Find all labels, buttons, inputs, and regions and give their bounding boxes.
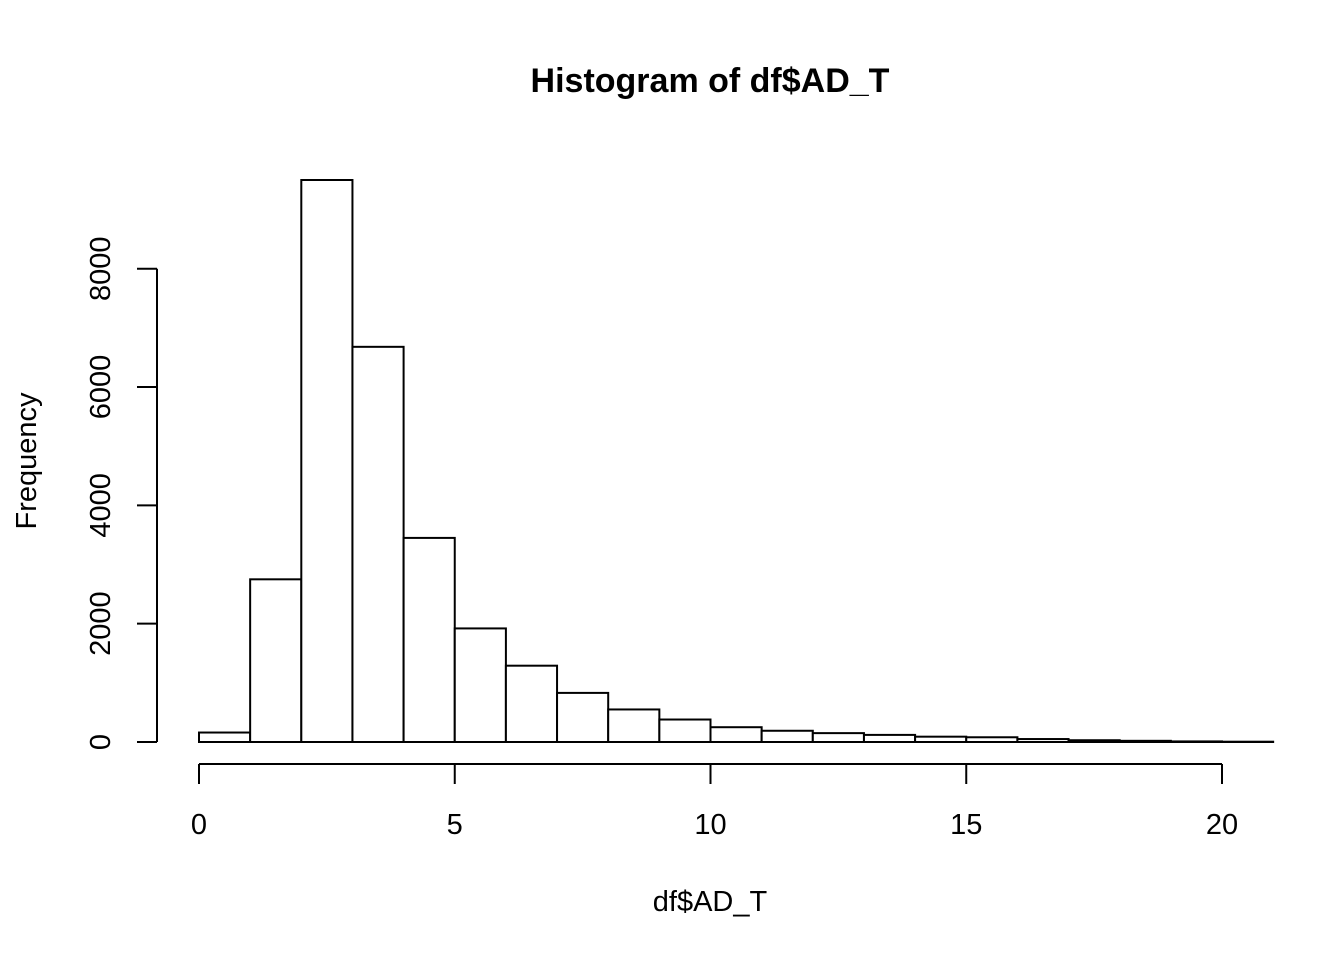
histogram-bar-1 xyxy=(249,578,303,743)
histogram-bar-16 xyxy=(1016,738,1070,743)
histogram-bar-9 xyxy=(658,718,712,744)
histogram-bar-17 xyxy=(1067,739,1121,743)
x-tick-label-3: 15 xyxy=(950,809,982,841)
y-tick-label-0: 0 xyxy=(85,734,117,750)
histogram-bar-0 xyxy=(198,731,252,744)
histogram-bar-5 xyxy=(453,627,507,743)
chart-title: Histogram of df$AD_T xyxy=(531,62,890,100)
x-tick-label-1: 5 xyxy=(447,809,463,841)
y-tick-label-1: 2000 xyxy=(85,591,117,656)
x-tick-label-2: 10 xyxy=(694,809,726,841)
histogram-bar-10 xyxy=(709,726,763,744)
x-axis-ticks: 0 5 10 15 20 xyxy=(191,764,1238,841)
histogram-bar-4 xyxy=(402,536,456,743)
histogram-bar-2 xyxy=(300,179,354,743)
histogram-bar-6 xyxy=(504,664,559,743)
y-tick-label-3: 6000 xyxy=(85,355,117,420)
histogram-bar-3 xyxy=(351,345,405,743)
y-tick-label-2: 4000 xyxy=(85,473,117,538)
y-tick-label-4: 8000 xyxy=(85,236,117,301)
x-tick-label-4: 20 xyxy=(1206,809,1238,841)
histogram-bar-12 xyxy=(811,732,865,744)
x-axis-label: df$AD_T xyxy=(653,886,768,918)
histogram-bar-8 xyxy=(607,708,661,744)
y-axis-label: Frequency xyxy=(11,392,43,530)
histogram-bar-11 xyxy=(760,729,814,744)
y-axis-ticks: 0 2000 4000 6000 8000 xyxy=(85,236,157,750)
histogram-bar-7 xyxy=(556,691,610,744)
histogram-bars xyxy=(198,179,1275,744)
histogram-bar-19 xyxy=(1169,740,1223,743)
histogram-bar-15 xyxy=(965,736,1019,744)
y-axis: 0 2000 4000 6000 8000 xyxy=(85,236,158,750)
x-axis: 0 5 10 15 20 xyxy=(191,763,1238,841)
histogram-bar-13 xyxy=(862,733,917,744)
x-tick-label-0: 0 xyxy=(191,809,207,841)
histogram-bar-18 xyxy=(1118,739,1172,744)
histogram-bar-14 xyxy=(914,735,968,743)
